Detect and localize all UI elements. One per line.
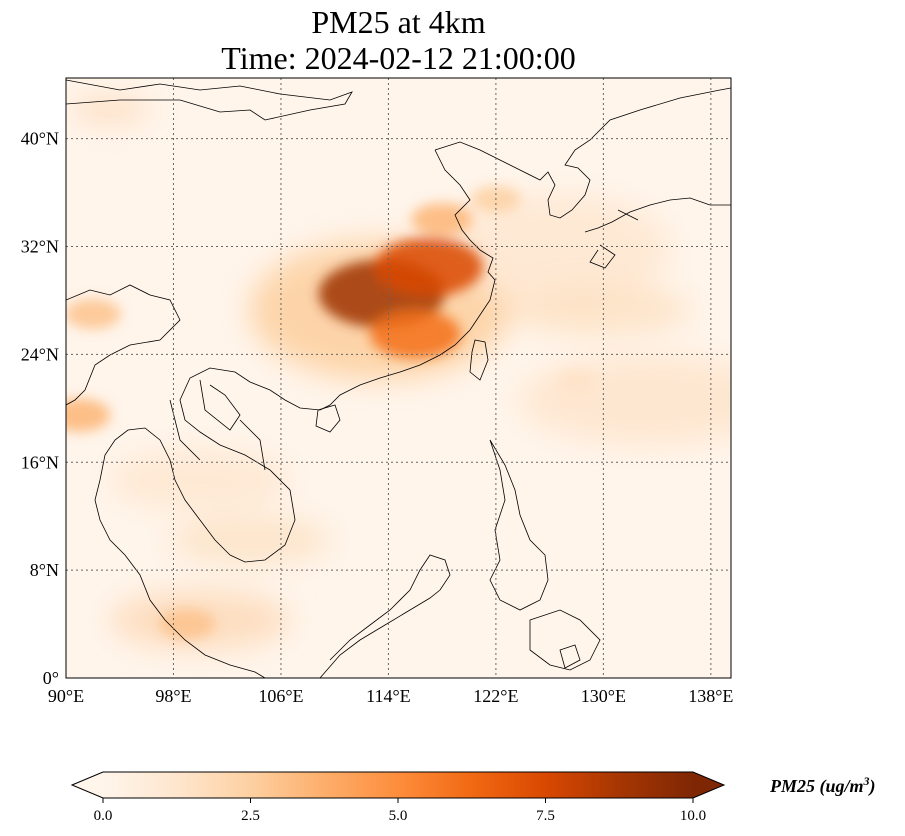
map-gridlines (66, 78, 731, 678)
colorbar-max-extension (693, 772, 724, 798)
hotspot-myanmar-north (66, 298, 121, 330)
colorbar-tick-label: 0.0 (94, 808, 113, 824)
map-frame (65, 77, 732, 679)
colorbar-gradient (103, 772, 693, 798)
colorbar-tick-label: 7.5 (536, 808, 555, 824)
y-tick-label: 24°N (21, 344, 59, 364)
hotspot-north-china-plain (411, 202, 474, 237)
plot-title-line2: Time: 2024-02-12 21:00:00 (221, 40, 576, 76)
pm25-field-hotspots (66, 185, 596, 640)
colorbar-tick-label: 2.5 (241, 808, 260, 824)
y-tick-label: 8°N (30, 560, 59, 580)
x-tick-label: 130°E (581, 686, 626, 706)
colorbar-title: PM25 (ug/m3) (769, 774, 876, 797)
y-axis-ticks: 0° 8°N 16°N 24°N 32°N 40°N (21, 129, 59, 688)
coastlines (66, 79, 731, 678)
hotspot-yangtze-delta (374, 237, 484, 296)
colorbar-min-extension (72, 772, 103, 798)
hotspot-south-china-coast (369, 309, 461, 359)
x-tick-label: 114°E (366, 686, 411, 706)
x-tick-label: 138°E (688, 686, 733, 706)
y-tick-label: 16°N (21, 452, 59, 472)
x-tick-label: 90°E (48, 686, 84, 706)
y-tick-label: 40°N (21, 129, 59, 149)
colorbar-tick-label: 5.0 (389, 808, 408, 824)
x-tick-label: 98°E (155, 686, 191, 706)
y-tick-label: 32°N (21, 237, 59, 257)
colorbar-tick-label: 10.0 (680, 808, 706, 824)
y-tick-label: 0° (43, 668, 59, 688)
hotspot-malay-peninsula (158, 609, 215, 640)
hotspot-bay-of-bengal-west (66, 398, 111, 432)
x-tick-label: 122°E (473, 686, 518, 706)
hotspot-taiwan-plume (557, 371, 596, 392)
x-tick-label: 106°E (258, 686, 303, 706)
plot-title-line1: PM25 at 4km (311, 4, 486, 40)
x-axis-ticks: 90°E 98°E 106°E 114°E 122°E 130°E 138°E (48, 686, 734, 706)
colorbar: 0.0 2.5 5.0 7.5 10.0 PM25 (ug/m3) (70, 771, 876, 824)
